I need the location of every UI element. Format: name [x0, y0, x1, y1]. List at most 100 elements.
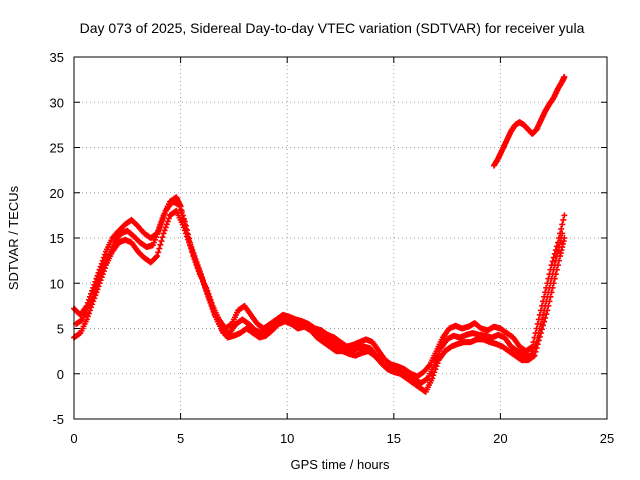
data-point — [102, 259, 109, 266]
data-point — [100, 254, 107, 261]
data-point — [210, 307, 217, 314]
data-point — [201, 280, 208, 287]
data-point — [92, 278, 99, 285]
data-point — [162, 224, 169, 231]
data-point — [89, 287, 96, 294]
data-point — [190, 250, 197, 257]
data-point — [164, 218, 171, 225]
data-point — [160, 213, 167, 220]
data-point — [91, 281, 98, 288]
data-point — [99, 257, 106, 264]
y-tick-label: 0 — [57, 367, 64, 382]
x-tick-label: 25 — [600, 431, 614, 446]
y-axis-label: SDTVAR / TECUs — [6, 185, 21, 290]
data-point — [98, 271, 105, 278]
data-point — [195, 265, 202, 272]
data-point — [545, 289, 552, 296]
series-track-a — [71, 194, 568, 380]
data-point — [101, 262, 108, 269]
data-point — [158, 219, 165, 226]
data-point — [182, 222, 189, 229]
data-point — [158, 238, 165, 245]
data-point — [548, 275, 555, 282]
data-point — [188, 244, 195, 251]
y-tick-label: 5 — [57, 322, 64, 337]
data-points — [71, 73, 568, 395]
y-tick-label: 35 — [50, 50, 64, 65]
data-point — [552, 257, 559, 264]
data-point — [194, 262, 201, 269]
data-point — [96, 277, 103, 284]
x-tick-label: 15 — [387, 431, 401, 446]
x-tick-label: 20 — [493, 431, 507, 446]
data-point — [203, 286, 210, 293]
y-tick-label: 15 — [50, 231, 64, 246]
data-point — [98, 260, 105, 267]
data-point — [538, 316, 545, 323]
data-point — [104, 256, 111, 263]
data-point — [157, 241, 164, 248]
data-point — [185, 236, 192, 243]
data-point — [90, 284, 97, 291]
data-point — [553, 253, 560, 260]
data-point — [155, 249, 162, 256]
data-point — [160, 230, 167, 237]
data-point — [94, 272, 101, 279]
data-point — [541, 307, 548, 314]
data-point — [100, 265, 107, 272]
data-point — [95, 269, 102, 276]
data-point — [536, 325, 543, 332]
data-point — [177, 206, 184, 213]
axis-ticks: 0 5 10 15 20 25 -5 0 5 10 15 20 25 30 35 — [50, 50, 615, 446]
y-tick-label: 20 — [50, 186, 64, 201]
data-point — [550, 254, 557, 261]
data-point — [196, 268, 203, 275]
data-point — [97, 263, 104, 270]
data-point — [208, 301, 215, 308]
data-point — [176, 203, 183, 210]
data-point — [97, 274, 104, 281]
data-point — [211, 310, 218, 317]
data-point — [159, 216, 166, 223]
data-point — [207, 298, 214, 305]
data-point — [549, 271, 556, 278]
grid-lines — [74, 57, 607, 419]
data-point — [534, 334, 541, 341]
data-point — [533, 339, 540, 346]
data-point — [197, 271, 204, 278]
data-point — [163, 221, 170, 228]
data-point — [157, 222, 164, 229]
y-tick-label: 10 — [50, 276, 64, 291]
data-point — [550, 266, 557, 273]
data-point — [92, 289, 99, 296]
data-point — [161, 210, 168, 217]
data-point — [561, 212, 568, 219]
data-point — [558, 235, 565, 241]
data-point — [154, 253, 161, 260]
data-point — [542, 302, 549, 309]
data-point — [202, 283, 209, 290]
data-point — [187, 239, 194, 246]
data-point — [193, 259, 200, 266]
y-tick-label: 25 — [50, 141, 64, 156]
data-point — [186, 235, 193, 242]
data-point — [179, 212, 186, 219]
data-point — [96, 266, 103, 273]
data-point — [560, 216, 567, 223]
data-point — [537, 320, 544, 327]
data-point — [556, 244, 563, 251]
data-point — [191, 253, 198, 260]
data-point — [175, 200, 182, 207]
series-late-arc — [491, 73, 568, 169]
data-point — [95, 280, 102, 287]
data-point — [156, 225, 163, 232]
x-tick-label: 0 — [70, 431, 77, 446]
data-point — [535, 330, 542, 337]
data-point — [557, 239, 564, 246]
data-point — [542, 314, 549, 321]
data-point — [547, 280, 554, 287]
data-point — [544, 293, 551, 300]
data-point — [205, 292, 212, 299]
x-tick-label: 5 — [177, 431, 184, 446]
